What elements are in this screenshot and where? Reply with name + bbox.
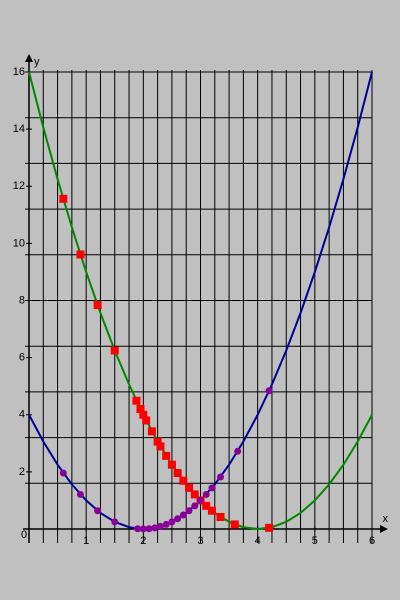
point [139,410,148,419]
point [207,506,216,515]
point [132,396,141,405]
point [111,518,119,526]
point [162,451,171,460]
x-tick-label: 1 [83,535,89,547]
point [162,520,170,528]
y-tick-label: 4 [19,409,25,421]
point [145,525,153,533]
point [173,469,182,478]
point [217,473,225,481]
y-tick-label: 8 [19,294,25,306]
x-axis-arrow [380,525,388,533]
point [134,525,142,533]
point [179,511,187,519]
x-tick-label: 0 [21,529,27,541]
point [208,484,216,492]
point [153,437,162,446]
point [185,507,193,515]
y-axis-arrow [25,54,33,62]
point [265,523,274,532]
point [110,346,119,355]
point [94,507,102,515]
point [139,525,147,533]
point [190,490,199,499]
x-tick-label: 4 [255,535,261,547]
point [185,483,194,492]
point [76,490,84,498]
y-tick-label: 10 [13,237,25,249]
y-axis-label: y [34,56,40,68]
point [59,469,67,477]
x-tick-label: 2 [140,535,146,547]
point [179,476,188,485]
x-tick-label: 3 [197,535,203,547]
y-tick-label: 12 [13,180,25,192]
point [156,522,164,530]
x-tick-label: 6 [369,535,375,547]
point [202,490,210,498]
point [147,427,156,436]
x-tick-label: 5 [312,535,318,547]
point [167,460,176,469]
point [216,513,225,522]
point [197,496,204,504]
point [174,515,182,523]
point [76,250,85,259]
y-tick-label: 2 [19,466,25,478]
point [265,387,273,395]
point [59,194,68,203]
x-axis-label: x [383,513,389,525]
point [234,447,242,455]
point [191,502,199,510]
point [151,524,159,532]
point [156,442,165,451]
point [168,518,176,526]
y-tick-label: 16 [13,66,25,78]
y-tick-label: 14 [13,123,25,135]
y-tick-label: 6 [19,352,25,364]
point [142,416,151,425]
point [202,501,211,510]
point [230,520,239,529]
point [136,405,145,414]
point [93,301,102,310]
